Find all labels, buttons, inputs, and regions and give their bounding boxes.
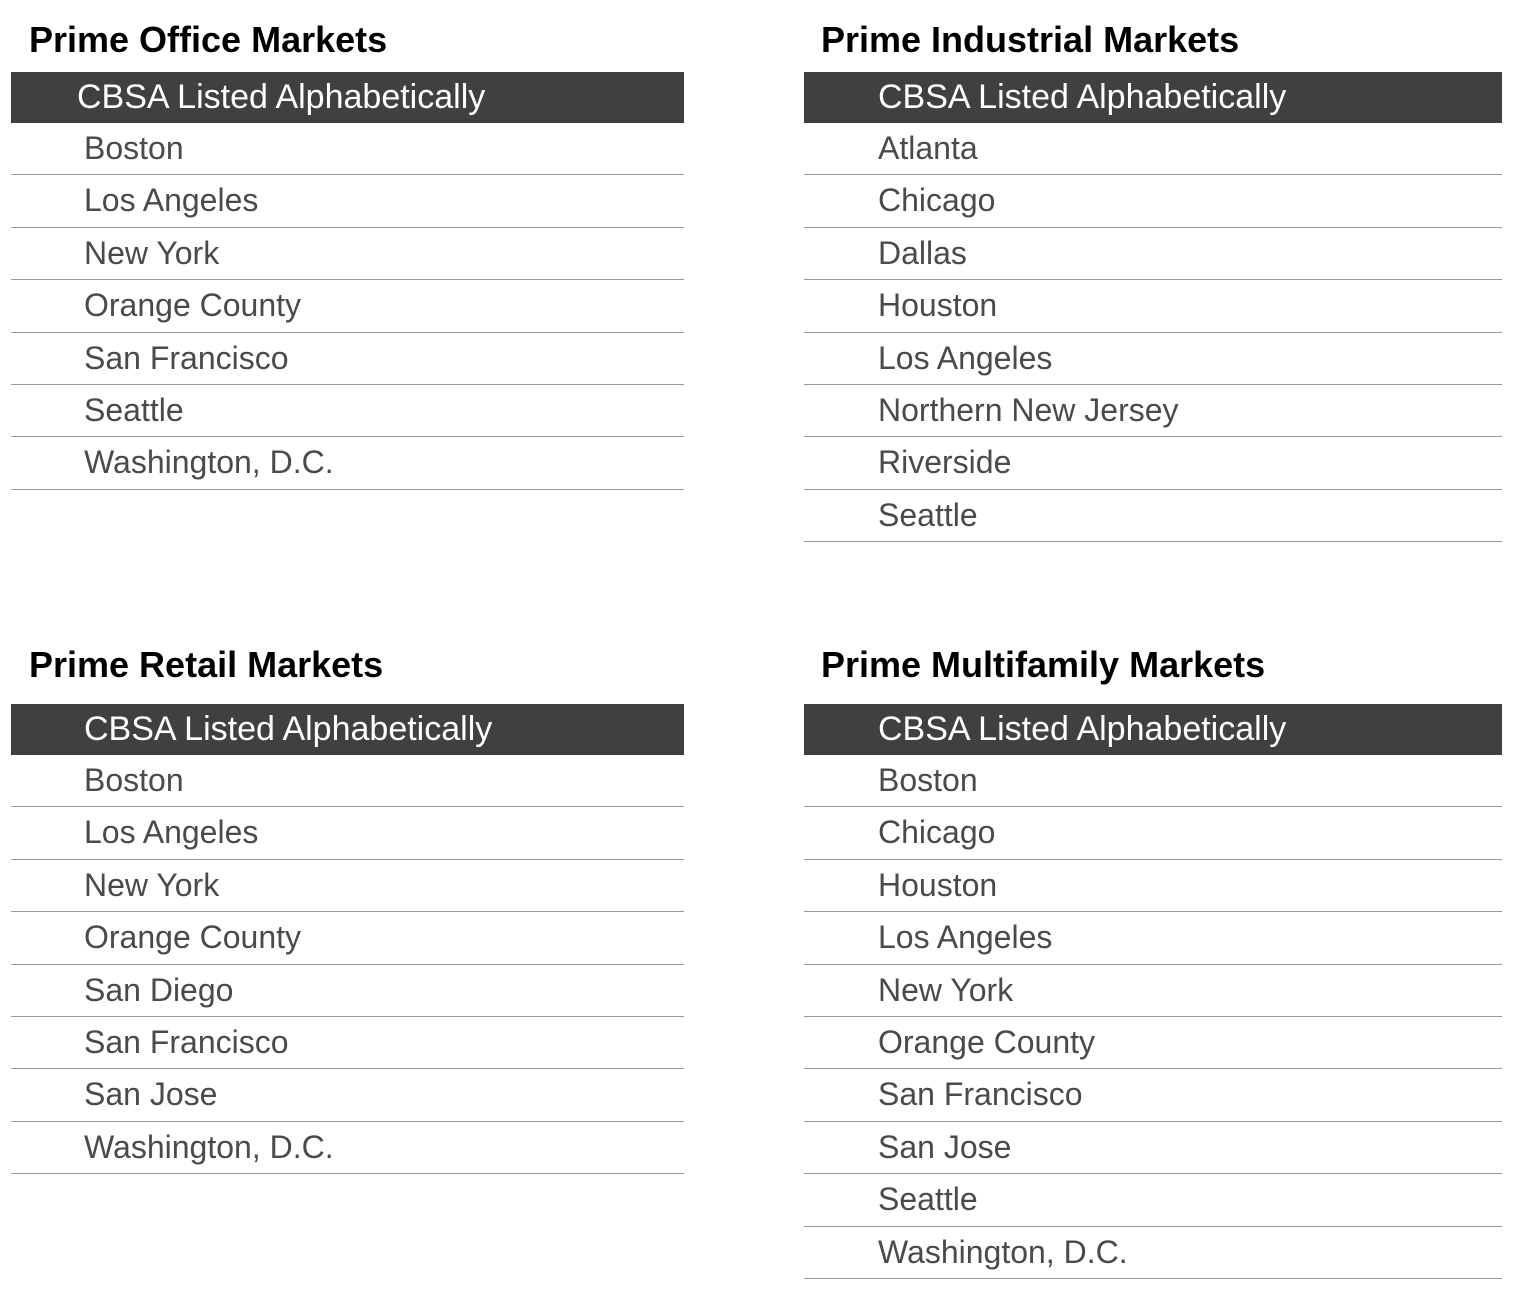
table-row: Los Angeles — [804, 912, 1502, 965]
multifamily-table: CBSA Listed Alphabetically Boston Chicago… — [804, 704, 1502, 1279]
table-row: Houston — [804, 280, 1502, 333]
multifamily-table-header: CBSA Listed Alphabetically — [804, 704, 1502, 755]
table-row: Los Angeles — [11, 807, 684, 860]
table-row: Orange County — [804, 1017, 1502, 1070]
table-row: Orange County — [11, 280, 684, 333]
multifamily-table-rows: Boston Chicago Houston Los Angeles New York O… — [804, 755, 1502, 1279]
retail-table-header: CBSA Listed Alphabetically — [11, 704, 684, 755]
retail-table: CBSA Listed Alphabetically Boston Los Ang… — [11, 704, 684, 1175]
retail-panel-title: Prime Retail Markets — [29, 644, 384, 685]
office-table-rows: Boston Los Angeles New York Orange County Sa… — [11, 123, 684, 490]
office-panel-title: Prime Office Markets — [29, 19, 388, 60]
table-row: Washington, D.C. — [11, 1122, 684, 1175]
table-row: Orange County — [11, 912, 684, 965]
table-row: Atlanta — [804, 123, 1502, 176]
office-table: CBSA Listed Alphabetically Boston Los Ang… — [11, 72, 684, 490]
table-row: Seattle — [804, 1174, 1502, 1227]
table-row: New York — [11, 860, 684, 913]
table-row: San Francisco — [11, 1017, 684, 1070]
table-row: Washington, D.C. — [11, 437, 684, 490]
table-row: Chicago — [804, 807, 1502, 860]
industrial-table-header: CBSA Listed Alphabetically — [804, 72, 1502, 123]
multifamily-panel-title: Prime Multifamily Markets — [821, 644, 1266, 685]
table-row: Boston — [11, 123, 684, 176]
table-row: Seattle — [11, 385, 684, 438]
table-row: Washington, D.C. — [804, 1227, 1502, 1279]
table-row: Los Angeles — [11, 175, 684, 228]
industrial-table: CBSA Listed Alphabetically Atlanta Chicag… — [804, 72, 1502, 543]
table-row: Dallas — [804, 228, 1502, 281]
office-table-header: CBSA Listed Alphabetically — [11, 72, 684, 123]
table-row: Chicago — [804, 175, 1502, 228]
table-row: Los Angeles — [804, 333, 1502, 385]
table-row: New York — [804, 965, 1502, 1017]
table-row: Houston — [804, 860, 1502, 913]
table-row: New York — [11, 228, 684, 281]
table-row: Seattle — [804, 490, 1502, 543]
retail-table-rows: Boston Los Angeles New York Orange County Sa… — [11, 755, 684, 1175]
table-row: Boston — [11, 755, 684, 808]
table-row: San Francisco — [11, 333, 684, 385]
table-row: Northern New Jersey — [804, 385, 1502, 438]
table-row: San Jose — [11, 1069, 684, 1122]
table-row: Boston — [804, 755, 1502, 808]
table-row: Riverside — [804, 437, 1502, 490]
industrial-table-rows: Atlanta Chicago Dallas Houston Los Angeles No… — [804, 123, 1502, 543]
industrial-panel-title: Prime Industrial Markets — [821, 19, 1240, 60]
table-row: San Jose — [804, 1122, 1502, 1175]
table-row: San Diego — [11, 965, 684, 1017]
table-row: San Francisco — [804, 1069, 1502, 1122]
